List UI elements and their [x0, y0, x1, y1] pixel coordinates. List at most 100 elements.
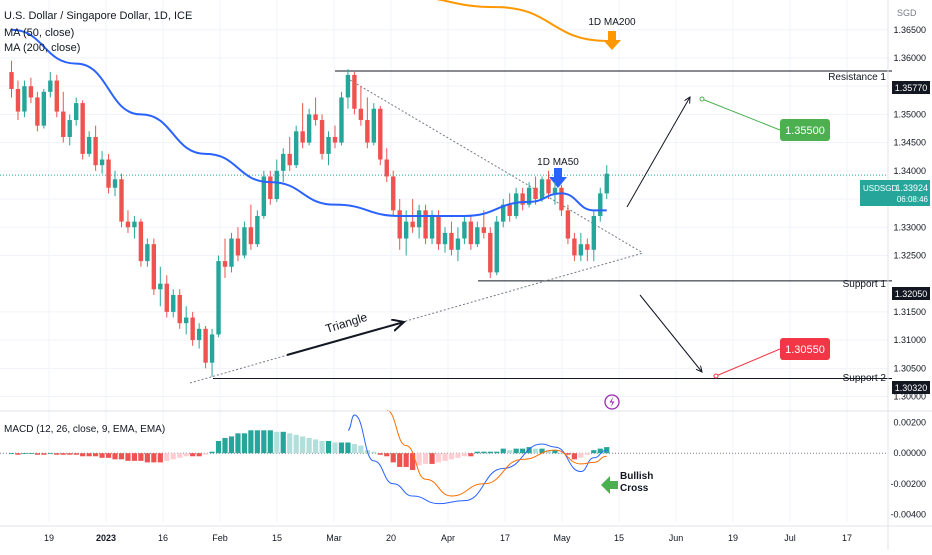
time-tick-label: 19 — [44, 533, 54, 543]
triangle-lower-line — [189, 252, 644, 384]
macd-histogram-bar — [183, 453, 189, 457]
candle-body — [93, 136, 98, 166]
candle-body — [9, 72, 14, 89]
time-tick-label: 20 — [386, 533, 396, 543]
macd-histogram-bar — [481, 451, 487, 454]
candle-body — [391, 176, 396, 211]
macd-histogram-bar — [377, 453, 383, 455]
macd-histogram-bar — [306, 437, 312, 454]
macd-histogram-bar — [241, 433, 248, 454]
ma200-legend: MA (200, close) — [4, 42, 80, 54]
macd-histogram-bar — [513, 448, 519, 454]
bullish-cross-arrow — [601, 476, 618, 494]
candle-body — [158, 283, 163, 290]
price-tick-label: 1.30500 — [893, 363, 926, 373]
candle-body — [507, 204, 512, 216]
candle-body — [177, 294, 182, 324]
macd-histogram-bar — [190, 453, 196, 457]
bear-path-arrow — [639, 294, 702, 372]
macd-histogram-bar — [138, 453, 144, 461]
candle-body — [565, 210, 571, 239]
price-tick-label: 1.31000 — [893, 335, 926, 345]
horizontal-levels — [0, 70, 892, 379]
candle-body — [35, 97, 40, 126]
candle-body — [287, 153, 292, 166]
time-tick-label: 17 — [500, 533, 510, 543]
ma200-arrow — [603, 31, 621, 50]
macd-histogram-bar — [215, 440, 222, 454]
candle-body — [423, 210, 428, 239]
macd-histogram-bar — [73, 453, 79, 455]
macd-histogram-bar — [209, 451, 215, 454]
candle-body — [274, 170, 279, 200]
macd-histogram-bar — [584, 453, 590, 455]
macd-histogram-bar — [34, 453, 40, 455]
candle-body — [125, 221, 131, 228]
ma200-annotation: 1D MA200 — [588, 17, 636, 28]
candle-body — [449, 232, 454, 250]
time-tick-label: Feb — [212, 533, 228, 543]
macd-histogram-bar — [118, 453, 125, 460]
bull-target-connector — [701, 98, 781, 131]
candle-body — [300, 131, 305, 143]
candles — [9, 60, 609, 377]
macd-histogram-bar — [422, 453, 429, 464]
candle-body — [248, 227, 254, 245]
bull-path-arrow — [626, 97, 690, 208]
candle-body — [546, 179, 551, 194]
time-tick-label: Jun — [669, 533, 684, 543]
bullish-cross-line2: Cross — [620, 483, 649, 494]
candle-body — [190, 317, 195, 341]
time-tick-label: Apr — [441, 533, 455, 543]
macd-histogram-bar — [455, 453, 461, 458]
macd-histogram-bar — [384, 453, 390, 457]
candle-body — [306, 114, 312, 143]
macd-histogram-bar — [157, 453, 163, 463]
bullish-cross-line1: Bullish — [620, 471, 653, 482]
macd-histogram-bar — [578, 453, 584, 458]
candle-body — [572, 238, 577, 256]
macd-histogram-bar — [397, 453, 403, 467]
candle-body — [481, 227, 487, 233]
time-tick-label: 17 — [842, 533, 852, 543]
target-up-box — [780, 119, 830, 141]
candle-body — [99, 159, 105, 166]
macd-histogram-bar — [254, 430, 260, 454]
candle-body — [235, 238, 241, 256]
candle-body — [209, 334, 215, 363]
macd-histogram-bar — [345, 442, 351, 454]
macd-histogram-bar — [151, 453, 157, 463]
macd-histogram-bar — [248, 430, 254, 454]
lightning-icon[interactable] — [604, 394, 620, 410]
macd-tick-label: 0.00200 — [893, 418, 926, 428]
time-tick-label: Mar — [326, 533, 342, 543]
candle-body — [578, 244, 584, 256]
candle-body — [591, 215, 596, 250]
candle-body — [132, 221, 137, 228]
macd-histogram-bar — [144, 453, 150, 463]
ma200-line — [436, 0, 607, 43]
candle-body — [332, 136, 338, 143]
current-price: 1.33924 — [895, 183, 928, 193]
candle-body — [48, 80, 53, 92]
macd-histogram-bar — [494, 451, 500, 454]
support-2-tag — [892, 381, 930, 394]
candle-body — [501, 204, 506, 222]
candle-body — [151, 244, 157, 290]
support-1-label: Support 1 — [843, 279, 887, 290]
macd-histogram-bar — [468, 453, 474, 457]
macd-histogram-bar — [597, 448, 603, 454]
candle-body — [268, 176, 273, 200]
macd-pane — [0, 409, 888, 505]
candle-body — [559, 187, 564, 211]
candle-body — [416, 210, 422, 228]
candle-body — [442, 232, 448, 245]
candle-body — [552, 187, 558, 194]
candle-body — [28, 86, 34, 98]
candle-body — [261, 176, 267, 216]
candle-body — [371, 108, 377, 143]
candle-body — [119, 179, 124, 222]
